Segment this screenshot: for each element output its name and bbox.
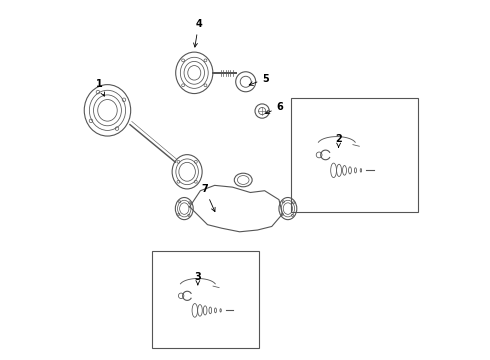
Text: 1: 1 xyxy=(96,79,104,96)
Text: 4: 4 xyxy=(194,19,202,47)
Bar xyxy=(292,98,418,212)
Text: 3: 3 xyxy=(195,272,201,285)
Text: 6: 6 xyxy=(266,102,283,114)
Text: 7: 7 xyxy=(201,184,215,212)
Text: 5: 5 xyxy=(249,73,269,85)
Bar xyxy=(152,251,259,348)
Text: 2: 2 xyxy=(335,134,342,147)
